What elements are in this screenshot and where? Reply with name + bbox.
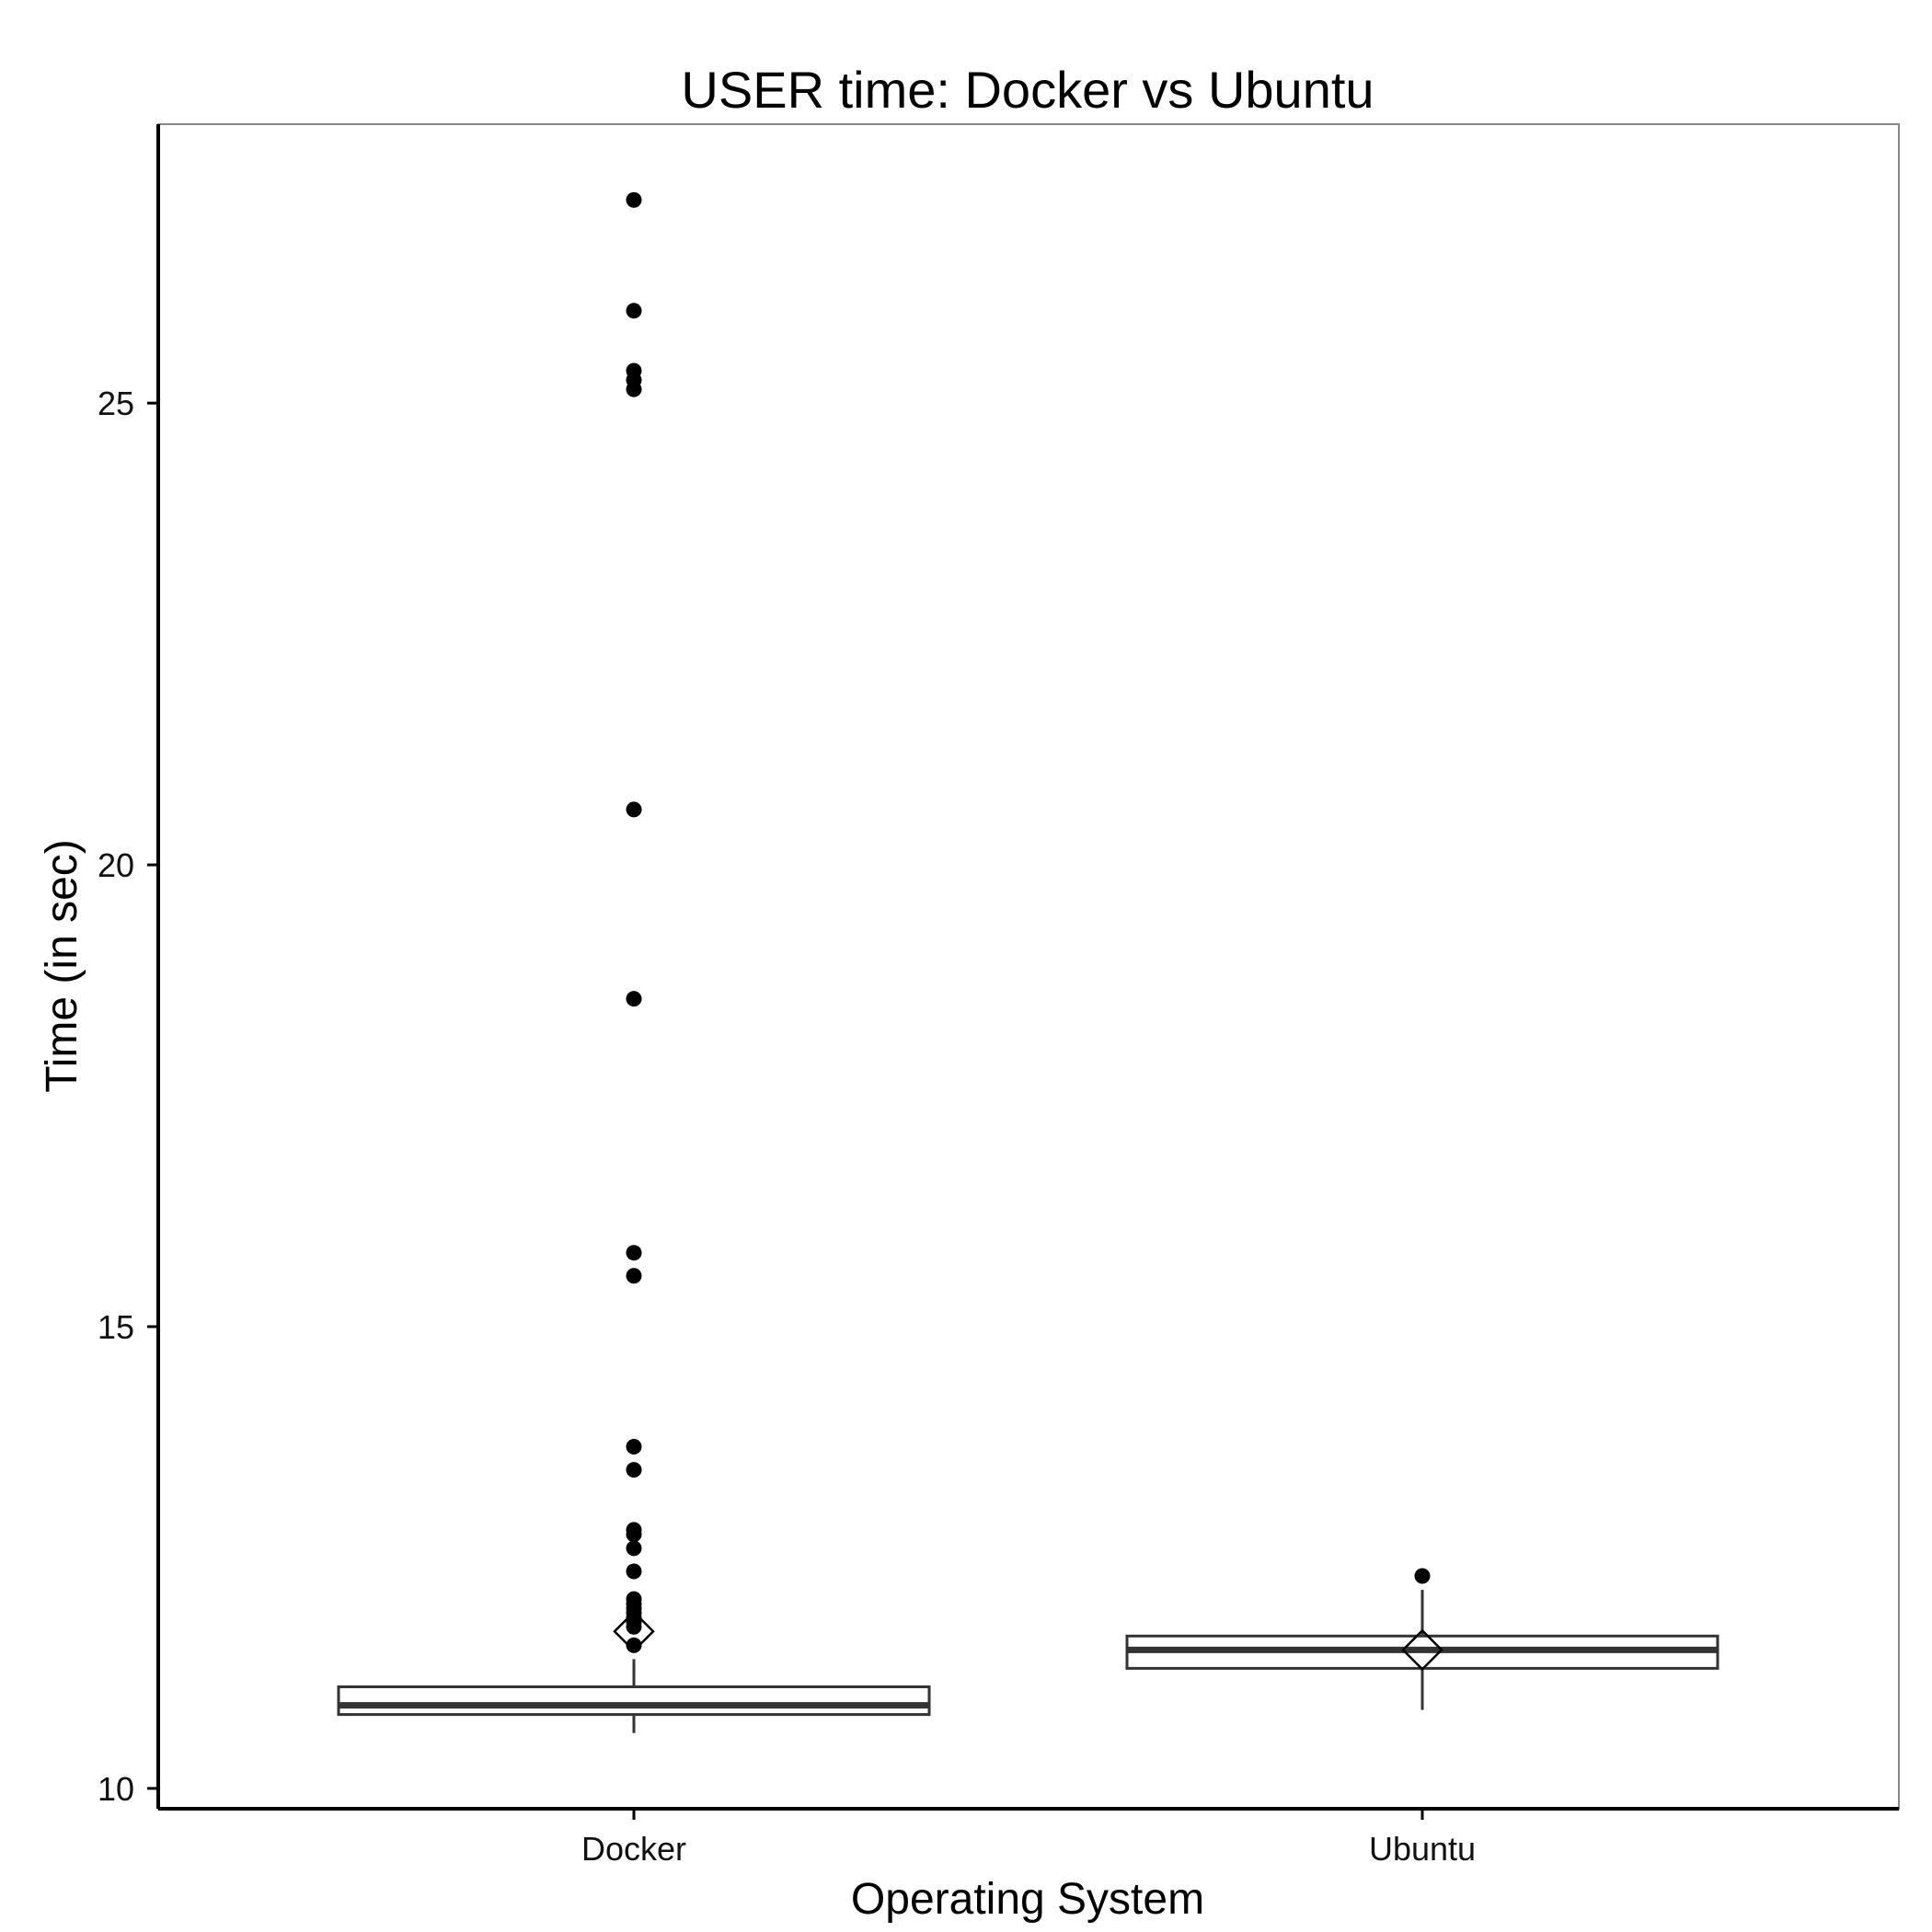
- docker-outlier-point: [626, 1462, 642, 1478]
- x-tick-label: Ubuntu: [1369, 1830, 1476, 1868]
- ubuntu-outlier-point: [1414, 1568, 1431, 1584]
- ubuntu-box-group: [1125, 1568, 1719, 1710]
- y-tick-label: 25: [98, 385, 134, 422]
- docker-outlier-point: [626, 1563, 642, 1580]
- docker-outlier-point: [626, 1540, 642, 1557]
- chart-title: USER time: Docker vs Ubuntu: [681, 61, 1374, 119]
- docker-outlier-point: [626, 1637, 642, 1653]
- docker-outlier-point: [626, 1268, 642, 1284]
- docker-outlier-point: [626, 801, 642, 818]
- x-axis-ticks: Docker Ubuntu: [581, 1809, 1476, 1868]
- docker-outlier-point: [626, 191, 642, 208]
- y-tick-label: 15: [98, 1308, 134, 1346]
- docker-mean-marker: [613, 1610, 655, 1653]
- marks-layer: [337, 191, 1719, 1733]
- docker-outlier-point: [626, 303, 642, 319]
- docker-outlier-point: [626, 1618, 642, 1635]
- docker-box-group: [337, 191, 931, 1733]
- docker-outlier-point: [626, 1438, 642, 1455]
- y-tick-label: 10: [98, 1770, 134, 1808]
- y-axis-ticks: 10 15 20 25: [98, 385, 158, 1808]
- docker-outlier-point: [626, 991, 642, 1007]
- docker-outlier-point: [626, 381, 642, 397]
- docker-outlier-point: [626, 1526, 642, 1543]
- x-tick-label: Docker: [581, 1830, 686, 1868]
- plot-frame: [157, 123, 1900, 1810]
- docker-box: [337, 1685, 931, 1717]
- y-tick-label: 20: [98, 846, 134, 884]
- x-axis-title: Operating System: [851, 1875, 1204, 1924]
- y-axis-title: Time (in sec): [38, 839, 86, 1093]
- ubuntu-mean-marker: [1401, 1628, 1443, 1672]
- docker-outlier-point: [626, 1245, 642, 1261]
